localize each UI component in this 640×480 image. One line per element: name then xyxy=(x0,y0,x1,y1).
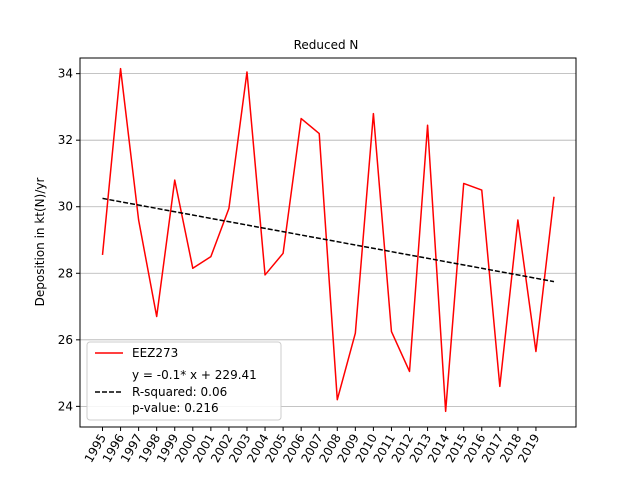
legend-label-trend-pvalue: p-value: 0.216 xyxy=(132,401,219,415)
y-axis: 24 26 28 30 32 34 xyxy=(58,67,80,413)
y-tick-label-28: 28 xyxy=(58,266,73,280)
legend-label-trend-rsquared: R-squared: 0.06 xyxy=(132,385,227,399)
y-tick-label-24: 24 xyxy=(58,399,73,413)
y-tick-label-30: 30 xyxy=(58,200,73,214)
y-axis-label: Deposition in kt(N)/yr xyxy=(33,178,47,307)
x-axis: 1995199619971998199920002001200220032004… xyxy=(82,427,543,465)
chart-title: Reduced N xyxy=(294,38,359,52)
legend: EEZ273 y = -0.1* x + 229.41 R-squared: 0… xyxy=(86,341,282,421)
series-line-eez273 xyxy=(101,67,555,413)
y-tick-label-26: 26 xyxy=(58,333,73,347)
plot-frame xyxy=(79,57,577,428)
y-tick-label-32: 32 xyxy=(58,133,73,147)
legend-label-eez273: EEZ273 xyxy=(132,346,178,360)
trend-line xyxy=(102,197,555,283)
plot-series xyxy=(101,67,555,413)
legend-label-trend-equation: y = -0.1* x + 229.41 xyxy=(132,368,257,382)
y-tick-label-34: 34 xyxy=(58,67,73,81)
legend-box xyxy=(86,341,282,421)
